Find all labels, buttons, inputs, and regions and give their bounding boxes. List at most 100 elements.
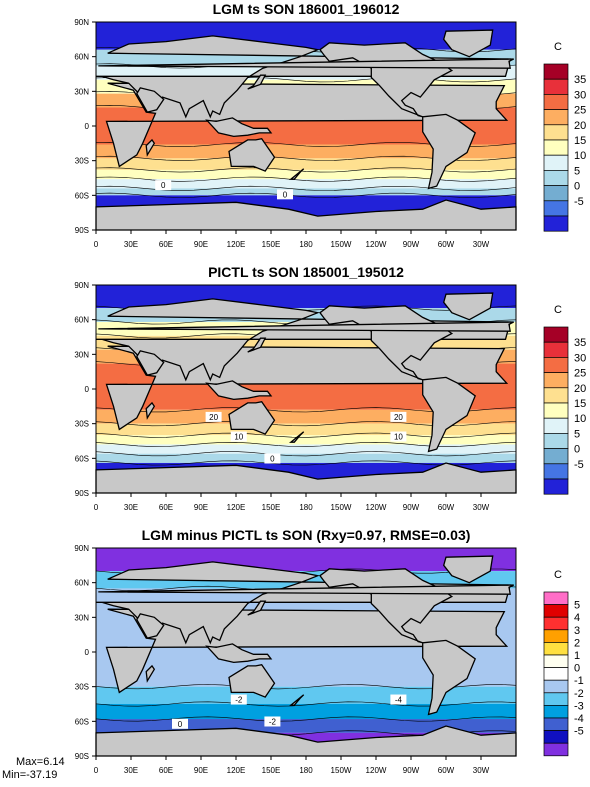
lat-tick-label: 0 xyxy=(85,648,90,657)
lat-tick-label: 60N xyxy=(74,53,89,62)
lat-tick-label: 0 xyxy=(85,385,90,394)
field-band xyxy=(96,144,516,159)
lon-tick-label: 120E xyxy=(227,766,246,775)
colorbar-box xyxy=(543,185,569,202)
lat-tick-label: 90S xyxy=(75,489,89,498)
lat-tick-label: 30S xyxy=(75,157,89,166)
lon-tick-label: 150W xyxy=(331,766,352,775)
lon-tick-label: 90E xyxy=(194,240,208,249)
colorbar-label: -3 xyxy=(574,700,584,712)
lon-tick-label: 30W xyxy=(473,240,490,249)
lon-tick-label: 180 xyxy=(299,766,313,775)
colorbar-label: 4 xyxy=(574,612,580,624)
lon-tick-label: 60W xyxy=(438,503,455,512)
contour-label-box xyxy=(230,431,247,442)
field-band xyxy=(96,179,516,189)
land-new-zealand xyxy=(288,694,305,706)
contour-line xyxy=(95,716,517,722)
colorbar-label: 0 xyxy=(574,181,580,193)
colorbar-box xyxy=(543,679,569,694)
map-panel-difference: 90N 60N 30N 0 30S 60S 90S 0 30E 60E 90E 120E 150E 180… xyxy=(74,544,584,775)
colorbar-box xyxy=(543,604,569,618)
colorbar-box xyxy=(543,326,569,343)
land-australia xyxy=(228,400,276,435)
land-new-zealand xyxy=(288,168,305,180)
colorbar-box xyxy=(543,139,569,156)
land-south-america xyxy=(422,639,476,716)
contour-label-box xyxy=(172,718,188,729)
colorbar-label: 2 xyxy=(574,637,580,649)
land-japan xyxy=(247,600,267,616)
colorbar-box xyxy=(543,654,569,668)
lon-tick-label: 120W xyxy=(366,766,387,775)
colorbar-box xyxy=(543,667,569,681)
lon-tick-label: 60W xyxy=(438,240,455,249)
contour-label: -2 xyxy=(235,696,243,705)
panel-lgm: LGM ts SON 186001_196012 90N 60N 30N 0 30S 60… xyxy=(0,0,590,260)
land-new-zealand xyxy=(288,431,305,443)
colorbar-label: 5 xyxy=(574,165,580,177)
lat-tick-label: 0 xyxy=(85,122,90,131)
colorbar-label: 25 xyxy=(574,105,586,117)
land-madagascar xyxy=(145,664,156,683)
colorbar-label: 30 xyxy=(574,89,586,101)
chart-title: PICTL ts SON 185001_195012 xyxy=(208,264,404,280)
contour-label: -2 xyxy=(269,717,277,726)
colorbar-label: 25 xyxy=(574,368,586,380)
lat-tick-label: 90N xyxy=(74,18,89,27)
map xyxy=(95,548,517,757)
lon-tick-label: 150E xyxy=(262,240,281,249)
contour-line xyxy=(95,451,517,457)
colorbar-label: -2 xyxy=(574,688,584,700)
contour-label: 0 xyxy=(161,181,166,190)
colorbar-label: 0 xyxy=(574,663,580,675)
contour-label: 20 xyxy=(394,413,403,422)
colorbar-box xyxy=(543,109,569,126)
colorbar-label: 15 xyxy=(574,135,586,147)
colorbar-label: 1 xyxy=(574,650,580,662)
colorbar-box xyxy=(543,170,569,186)
colorbar-box xyxy=(543,730,569,744)
colorbar-box xyxy=(543,616,569,631)
land-south-america xyxy=(422,376,476,453)
colorbar-box xyxy=(543,591,569,605)
colorbar-label: -4 xyxy=(574,713,584,725)
colorbar-box xyxy=(543,433,569,449)
colorbar-box xyxy=(543,705,569,719)
lon-tick-label: 180 xyxy=(299,503,313,512)
colorbar-box xyxy=(543,692,569,706)
panel-pictl: PICTL ts SON 185001_195012 90N 60N 30N 0 30S… xyxy=(0,263,590,523)
contour-line xyxy=(95,185,517,191)
lat-tick-label: 90S xyxy=(75,226,89,235)
colorbar-box xyxy=(543,215,569,232)
colorbar-box xyxy=(543,742,569,757)
colorbar-label: 10 xyxy=(574,413,586,425)
colorbar-box xyxy=(543,372,569,389)
colorbar-label: 5 xyxy=(574,428,580,440)
field-band xyxy=(96,158,516,170)
contour-line xyxy=(95,192,517,198)
contour-label: -4 xyxy=(395,696,403,705)
colorbar-box xyxy=(543,341,569,358)
lon-tick-label: 180 xyxy=(299,240,313,249)
colorbar-label: 10 xyxy=(574,150,586,162)
colorbar-box xyxy=(543,387,569,404)
colorbar-box xyxy=(543,463,569,480)
lat-tick-label: 60N xyxy=(74,579,89,588)
colorbar-box xyxy=(543,402,569,419)
land-maritime-continent xyxy=(205,380,273,401)
map xyxy=(95,285,517,494)
lat-tick-label: 60S xyxy=(75,454,89,463)
stats-label: Max=6.14 Min=-37.19 xyxy=(2,756,65,782)
lon-tick-label: 30E xyxy=(124,240,138,249)
colorbar-box xyxy=(543,478,569,495)
map-panel-lgm: 90N 60N 30N 0 30S 60S 90S 0 30E 60E 90E 120E 150E 180… xyxy=(74,18,586,249)
land-madagascar xyxy=(145,138,156,157)
colorbar-label: 20 xyxy=(574,120,586,132)
lon-tick-label: 90E xyxy=(194,503,208,512)
colorbar-label: 3 xyxy=(574,625,580,637)
lon-tick-label: 120E xyxy=(227,240,246,249)
lat-tick-label: 60S xyxy=(75,191,89,200)
contour-label-box xyxy=(390,431,407,442)
contour-label: 0 xyxy=(178,720,183,729)
